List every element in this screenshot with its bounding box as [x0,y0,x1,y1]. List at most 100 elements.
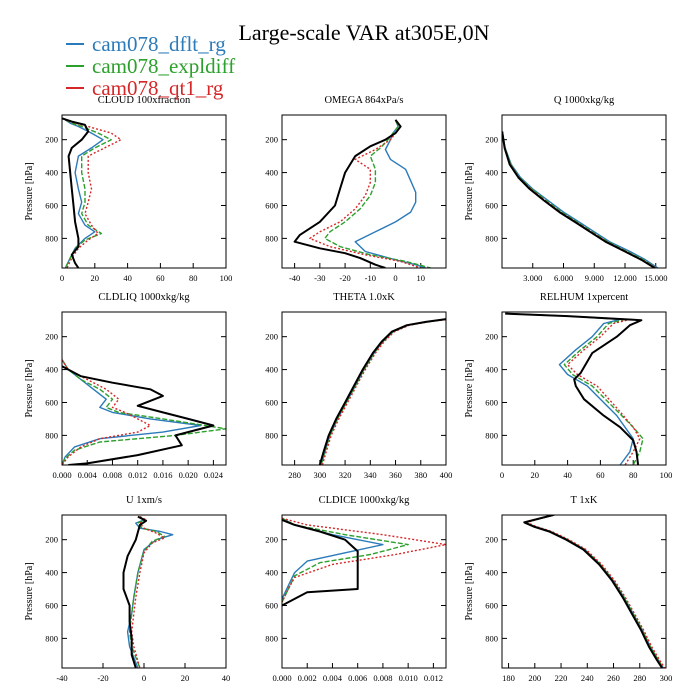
panel-7: U 1xm/s Pressure [hPa] -40 -20 0 20 40 200 400 60… [24,495,230,683]
y-tick-label: 200 [265,332,278,342]
series-line-cam078_dflt_rg [502,131,659,268]
x-tick-label: 360 [389,470,402,480]
figure-title: Large-scale VAR at305E,0N [238,20,489,45]
series-line-obs [523,515,663,668]
series-line-cam078_expldiff [324,119,432,268]
x-tick-label: 0.024 [204,470,224,480]
y-tick-label: 400 [265,168,278,178]
series-line-cam078_dflt_rg [62,359,202,465]
series-line-cam078_expldiff [282,517,409,603]
series-line-cam078_dflt_rg [524,515,664,668]
x-tick-label: 0.012 [424,673,443,683]
x-tick-label: 40 [563,470,572,480]
series-line-cam078_qt1_rg [282,517,446,603]
y-tick-label: 400 [45,568,58,578]
x-tick-label: 20 [531,470,540,480]
x-tick-label: 0.004 [78,470,98,480]
series-line-cam078_dflt_rg [64,119,104,268]
x-tick-label: 0.008 [103,470,122,480]
series-line-cam078_dflt_rg [354,119,427,268]
legend-entry: cam078_dflt_rg [66,33,235,55]
series-line-cam078_expldiff [64,119,112,268]
plot-frame [61,514,227,669]
panel-title: CLOUD 100xfraction [98,95,191,106]
legend-entry: cam078_expldiff [66,55,235,77]
series-line-cam078_qt1_rg [309,119,422,268]
x-tick-label: -10 [365,273,376,283]
series-line-obs [502,131,656,268]
panel-title: OMEGA 864xPa/s [324,95,403,106]
y-tick-label: 600 [45,397,58,407]
panel-title: Q 1000xkg/kg [554,95,615,106]
x-tick-label: 0.010 [399,673,418,683]
legend-line-qt1 [66,87,84,89]
panel-5: THETA 1.0xK 280 300 320 340 360 380 400 200 400 60… [265,292,452,480]
y-tick-label: 600 [485,200,498,210]
x-tick-label: 40 [222,673,231,683]
y-tick-label: 200 [265,535,278,545]
panel-4: CLDLIQ 1000xkg/kg Pressure [hPa] 0.000 0.00… [24,292,227,480]
series-line-cam078_qt1_rg [65,119,122,268]
y-tick-label: 400 [265,365,278,375]
series-line-obs [62,365,215,465]
y-tick-label: 600 [265,397,278,407]
series-line-cam078_expldiff [502,131,657,268]
y-tick-label: 600 [485,600,498,610]
series-line-cam078_qt1_rg [526,515,666,668]
legend: cam078_dflt_rg cam078_expldiff cam078_qt… [66,33,235,99]
legend-line-expldiff [66,65,84,67]
series-line-cam078_dflt_rg [505,312,634,465]
x-tick-label: -30 [314,273,325,283]
x-tick-label: 12.000 [613,273,636,283]
y-axis-label: Pressure [hPa] [24,162,35,220]
y-tick-label: 800 [45,233,58,243]
x-tick-label: 0 [393,273,397,283]
plot-frame [281,311,447,466]
x-tick-label: 220 [555,673,568,683]
x-tick-label: 280 [633,673,646,683]
x-tick-label: 260 [607,673,620,683]
x-tick-label: 0.000 [52,470,71,480]
legend-label-qt1: cam078_qt1_rg [92,76,224,100]
panel-6: RELHUM 1xpercent Pressure [hPa] 0 20 40 60 80 1… [464,292,672,480]
x-tick-label: 0 [500,470,504,480]
x-tick-label: 0.020 [179,470,198,480]
plot-frame [501,311,667,466]
y-tick-label: 400 [45,365,58,375]
x-tick-label: 0.012 [128,470,147,480]
panel-title: T 1xK [571,495,598,506]
panel-title: CLDLIQ 1000xkg/kg [98,292,190,303]
y-tick-label: 200 [45,332,58,342]
series-line-obs [62,117,90,268]
x-tick-label: 300 [660,673,673,683]
x-tick-label: -40 [289,273,300,283]
x-tick-label: 0.004 [323,673,343,683]
series-line-cam078_dflt_rg [126,516,174,668]
x-tick-label: 80 [189,273,198,283]
x-tick-label: -20 [97,673,108,683]
y-tick-label: 400 [485,568,498,578]
y-tick-label: 600 [45,600,58,610]
y-tick-label: 200 [485,332,498,342]
y-tick-label: 800 [265,430,278,440]
plot-frame [61,114,227,269]
y-tick-label: 200 [45,135,58,145]
y-tick-label: 800 [45,430,58,440]
x-tick-label: 20 [181,673,190,683]
x-tick-label: 0.000 [272,673,291,683]
y-tick-label: 400 [485,168,498,178]
series-line-cam078_qt1_rg [505,312,641,465]
series-line-cam078_dflt_rg [320,318,446,465]
series-line-obs [122,515,148,668]
y-tick-label: 200 [45,535,58,545]
panel-1: CLOUD 100xfraction Pressure [hPa] 0 20 40 60 8… [24,95,232,283]
x-tick-label: -40 [56,673,67,683]
panel-title: THETA 1.0xK [333,292,395,303]
x-tick-label: 320 [339,470,352,480]
x-tick-label: 240 [581,673,594,683]
x-tick-label: 300 [313,470,326,480]
x-tick-label: 180 [502,673,515,683]
legend-line-dflt [66,43,84,45]
x-tick-label: 200 [528,673,541,683]
x-tick-label: 6.000 [554,273,573,283]
